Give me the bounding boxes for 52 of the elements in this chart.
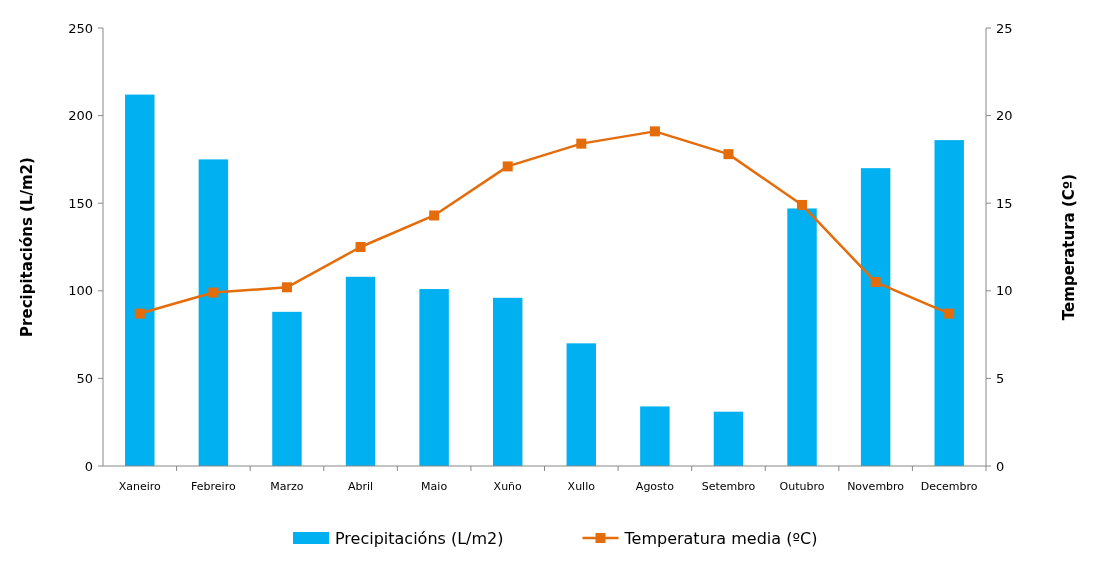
x-tick-label: Decembro xyxy=(920,480,978,493)
x-tick-label: Marzo xyxy=(270,480,304,493)
y-axis-title: Precipitacións (L/m2) xyxy=(18,157,36,337)
y-tick-label: 250 xyxy=(68,20,93,36)
bar xyxy=(125,94,155,466)
x-tick-label: Agosto xyxy=(635,480,675,493)
x-tick-label: Novembro xyxy=(847,480,905,493)
bar xyxy=(345,276,376,466)
y2-tick-label: 0 xyxy=(996,458,1005,474)
point xyxy=(355,242,366,252)
y2-tick-label: 5 xyxy=(996,370,1005,386)
bar xyxy=(272,311,302,466)
point xyxy=(870,277,881,288)
y2-tick-label: 15 xyxy=(996,195,1013,211)
point xyxy=(281,282,292,293)
y2-tick-label: 10 xyxy=(996,283,1013,299)
x-tick-label: Setembro xyxy=(701,480,756,493)
y-tick-label: 150 xyxy=(68,195,93,211)
point xyxy=(944,308,955,319)
y-tick-label: 0 xyxy=(84,458,93,474)
legend-label: Temperatura media (ºC) xyxy=(623,528,818,548)
point xyxy=(134,308,145,319)
y2-tick-label: 25 xyxy=(996,20,1013,36)
x-tick-label: Xuño xyxy=(493,480,523,493)
point xyxy=(649,126,660,137)
bar xyxy=(492,297,523,466)
bar xyxy=(640,406,670,466)
bar xyxy=(713,411,744,466)
y-tick-label: 100 xyxy=(68,283,93,299)
y-tick-label: 50 xyxy=(76,370,93,386)
legend-label: Precipitacións (L/m2) xyxy=(335,528,504,548)
x-tick-label: Abril xyxy=(347,480,374,493)
bar xyxy=(934,140,964,466)
y2-axis-title: Temperatura (Cº) xyxy=(1060,173,1078,321)
bar xyxy=(860,168,891,466)
point xyxy=(502,161,513,172)
x-tick-label: Xullo xyxy=(567,480,596,493)
point xyxy=(723,149,734,160)
y-tick-label: 200 xyxy=(68,108,93,124)
x-tick-label: Febreiro xyxy=(191,480,236,493)
bar xyxy=(787,208,817,466)
point xyxy=(429,210,440,221)
bar xyxy=(566,343,597,466)
x-tick-label: Xaneiro xyxy=(118,480,162,493)
bar xyxy=(419,289,449,466)
x-tick-label: Outubro xyxy=(779,480,825,493)
bar xyxy=(198,159,229,466)
point xyxy=(208,287,219,298)
y2-tick-label: 20 xyxy=(996,108,1013,124)
x-tick-label: Maio xyxy=(421,480,448,493)
point xyxy=(797,199,808,210)
point xyxy=(576,138,587,149)
